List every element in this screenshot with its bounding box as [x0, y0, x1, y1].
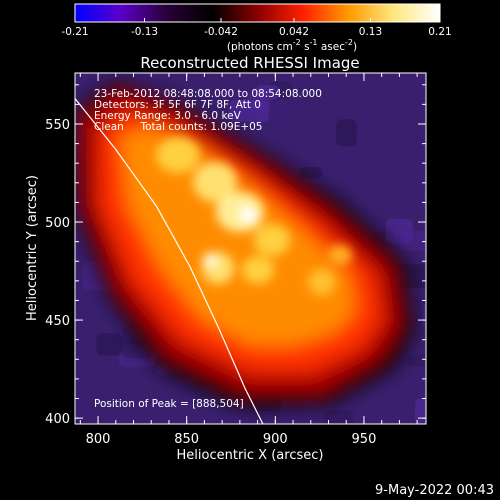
noise-patch: [335, 119, 357, 147]
peak-position-label: Position of Peak = [888,504]: [94, 398, 244, 410]
chart-title: Reconstructed RHESSI Image: [140, 54, 359, 72]
colorbar-tick-label: -0.21: [61, 26, 88, 38]
noise-patch: [399, 230, 426, 251]
colorbar-tick-label: 0.21: [428, 26, 451, 38]
colorbar-tick-label: -0.13: [131, 26, 158, 38]
x-tick-label: 950: [352, 432, 377, 447]
colorbar-tick-label: 0.13: [359, 26, 382, 38]
colorbar-ticks: -0.21 -0.13 -0.042 0.042 0.13 0.21: [61, 18, 452, 38]
peak-point: [252, 212, 256, 216]
noise-patch: [132, 73, 163, 86]
x-axis-label: Heliocentric X (arcsec): [177, 448, 324, 463]
colorbar-tick-label: 0.042: [279, 26, 309, 38]
solar-limb-curve: [75, 98, 264, 424]
noise-patch: [96, 333, 123, 356]
noise-patch: [414, 398, 426, 424]
noise-patch: [422, 304, 426, 329]
x-tick-label: 850: [174, 432, 199, 447]
annotation-detectors: Detectors: 3F 5F 6F 7F 8F, Att 0: [94, 99, 261, 111]
emission-core: [156, 137, 352, 295]
colorbar-tick-label: -0.042: [204, 26, 238, 38]
colorbar: [74, 3, 441, 23]
x-tick-label: 900: [263, 432, 288, 447]
noise-patch: [255, 85, 280, 100]
plot-frame: [74, 72, 427, 425]
peak-marker: [252, 212, 256, 216]
y-tick-label: 450: [45, 314, 70, 329]
y-axis-label: Heliocentric Y (arcsec): [25, 175, 40, 321]
plot-image: [75, 73, 426, 424]
annotation-time-range: 23-Feb-2012 08:48:08.000 to 08:54:08.000: [94, 88, 322, 100]
colorbar-unit-label: (photons cm-2 s-1 asec-2): [227, 38, 357, 53]
noise-patch: [230, 408, 250, 424]
annotation-clean-counts: Clean Total counts: 1.09E+05: [94, 121, 263, 133]
y-tick-label: 550: [45, 118, 70, 133]
y-tick-label: 500: [45, 216, 70, 231]
noise-patch: [422, 233, 426, 256]
x-tick-label: 800: [86, 432, 111, 447]
noise-patch: [299, 167, 323, 179]
noise-patch: [410, 187, 426, 208]
y-tick-label: 400: [45, 412, 70, 427]
noise-patch: [323, 410, 354, 424]
noise-patch: [229, 99, 269, 122]
y-axis-ticks: 400 450 500 550: [45, 84, 426, 427]
x-axis-ticks: 800 850 900 950: [79, 73, 418, 447]
annotation-energy-range: Energy Range: 3.0 - 6.0 keV: [94, 110, 242, 122]
footer-date: 9-May-2022 00:43: [375, 483, 494, 498]
noise-patch: [407, 354, 426, 367]
